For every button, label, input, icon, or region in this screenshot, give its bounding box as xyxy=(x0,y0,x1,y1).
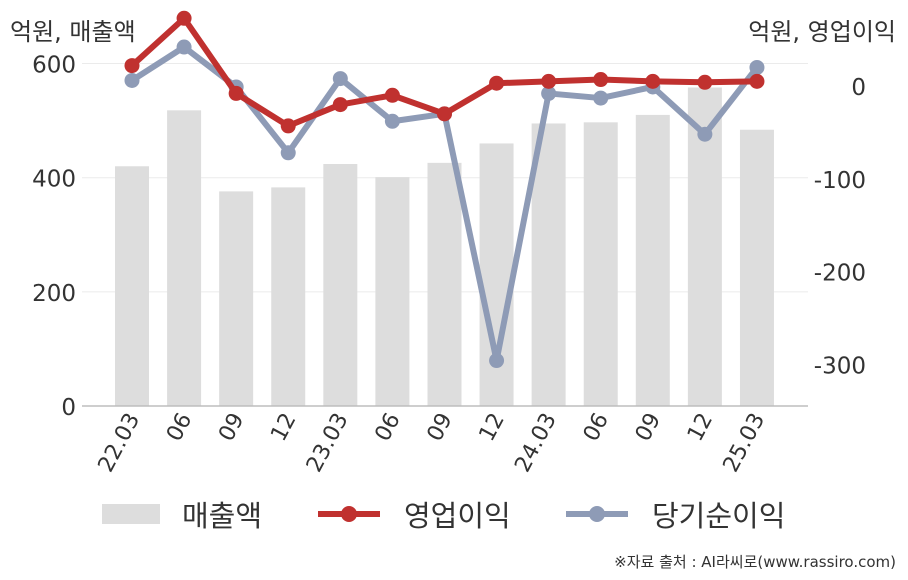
x-tick-label: 06 xyxy=(370,409,405,445)
right-tick-label: 0 xyxy=(851,75,866,101)
net-income-point-06 xyxy=(384,113,400,129)
bar-06 xyxy=(167,110,202,406)
net-income-point-06 xyxy=(593,90,609,106)
legend-label-net-income: 당기순이익 xyxy=(652,499,786,533)
x-tick-label: 06 xyxy=(162,409,197,445)
right-tick-label: -100 xyxy=(814,168,866,194)
operating-profit-point-09 xyxy=(228,85,244,101)
operating-profit-point-23.03 xyxy=(332,97,348,113)
net-income-point-24.03 xyxy=(541,85,557,101)
operating-profit-point-06 xyxy=(384,87,400,103)
bar-09 xyxy=(219,191,254,406)
x-tick-label: 12 xyxy=(266,409,301,445)
net-income-point-23.03 xyxy=(332,71,348,87)
net-income-point-06 xyxy=(176,39,192,55)
right-tick-label: -300 xyxy=(814,353,866,379)
bar-06 xyxy=(375,177,410,406)
operating-profit-point-22.03 xyxy=(124,58,140,74)
bar-09 xyxy=(635,114,670,407)
source-note: ※자료 출처 : AI라씨로(www.rassiro.com) xyxy=(614,553,896,571)
operating-profit-point-12 xyxy=(697,74,713,90)
x-tick-label: 12 xyxy=(475,409,510,445)
bar-22.03 xyxy=(115,166,149,406)
left-tick-label: 600 xyxy=(32,53,76,79)
bar-24.03 xyxy=(531,123,566,406)
x-tick-label: 09 xyxy=(631,409,666,445)
net-income-point-25.03 xyxy=(749,59,765,75)
operating-profit-point-25.03 xyxy=(749,73,765,89)
bar-25.03 xyxy=(739,129,774,407)
legend-item-operating-profit: 영업이익 xyxy=(318,492,511,536)
operating-profit-point-06 xyxy=(593,72,609,88)
x-tick-label: 06 xyxy=(579,409,614,445)
x-tick-label: 09 xyxy=(423,409,458,445)
chart-legend: 매출액 영업이익 당기순이익 xyxy=(0,492,908,536)
legend-swatch-operating-line xyxy=(318,506,380,522)
bar-09 xyxy=(427,162,462,406)
right-axis-unit: 억원, 영업이익 xyxy=(748,18,896,46)
legend-label-operating-profit: 영업이익 xyxy=(404,499,511,533)
legend-item-sales: 매출액 xyxy=(102,492,262,536)
x-tick-label: 12 xyxy=(683,409,718,445)
left-tick-label: 200 xyxy=(32,281,76,307)
x-tick-label: 24.03 xyxy=(510,409,562,476)
legend-item-net-income: 당기순이익 xyxy=(566,492,785,536)
net-income-point-12 xyxy=(280,145,296,161)
x-tick-label: 22.03 xyxy=(94,409,146,476)
operating-profit-point-12 xyxy=(489,75,505,91)
operating-profit-point-09 xyxy=(436,106,452,122)
operating-profit-point-12 xyxy=(280,118,296,134)
bar-12 xyxy=(271,187,306,406)
bar-23.03 xyxy=(323,163,358,406)
right-tick-label: -200 xyxy=(814,261,866,287)
left-tick-label: 400 xyxy=(32,167,76,193)
operating-profit-point-06 xyxy=(176,10,192,26)
left-tick-label: 0 xyxy=(61,395,76,421)
bar-06 xyxy=(583,122,618,406)
x-tick-label: 25.03 xyxy=(719,409,771,476)
x-tick-label: 09 xyxy=(214,409,249,445)
operating-profit-point-09 xyxy=(645,73,661,89)
legend-swatch-net-line xyxy=(566,506,628,522)
x-tick-label: 23.03 xyxy=(302,409,354,476)
left-axis-unit: 억원, 매출액 xyxy=(10,18,136,46)
net-income-point-12 xyxy=(697,126,713,142)
legend-swatch-bar xyxy=(102,504,160,524)
operating-profit-point-24.03 xyxy=(541,73,557,89)
net-income-point-12 xyxy=(489,353,505,369)
net-income-point-22.03 xyxy=(124,72,140,88)
legend-label-sales: 매출액 xyxy=(182,499,263,533)
